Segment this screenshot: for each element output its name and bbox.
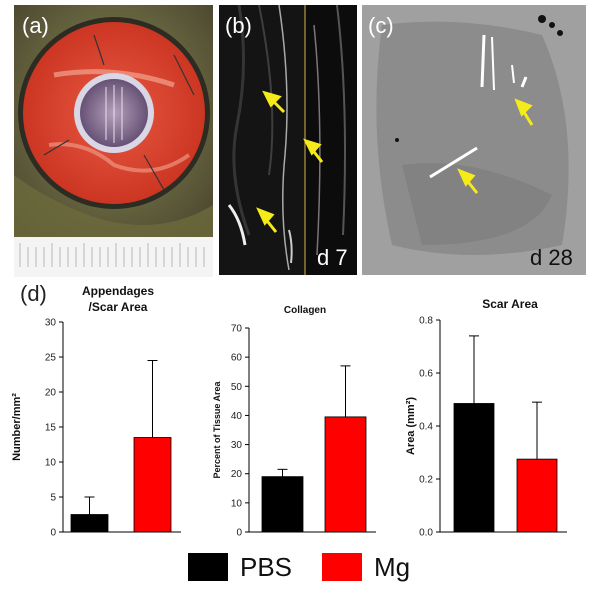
- bar-mg: [324, 416, 367, 533]
- legend-pbs: PBS: [188, 552, 292, 582]
- legend-mg-label: Mg: [374, 551, 411, 582]
- legend-mg-swatch: [322, 553, 362, 581]
- y-tick-label: 15: [45, 423, 57, 434]
- legend-mg: Mg: [322, 552, 410, 582]
- bar-pbs: [453, 403, 495, 533]
- y-tick-label: 10: [45, 458, 57, 469]
- panel-b-ct: (b) d 7: [219, 5, 357, 275]
- chart-scar-area: Scar Area Area (mm²) 0.0 0.2 0.4 0.6 0.8: [405, 297, 567, 539]
- chart-title-line: Collagen: [284, 305, 326, 316]
- chart-title-line: /Scar Area: [89, 300, 148, 314]
- y-tick-label: 0.6: [419, 369, 433, 380]
- panel-b-label: (b): [225, 13, 252, 38]
- panel-a-label: (a): [22, 13, 49, 38]
- y-axis-label: Percent of Tissue Area: [212, 380, 222, 478]
- panel-a-photo: (a): [14, 5, 213, 277]
- y-tick-label: 0.0: [419, 528, 433, 539]
- panel-c-day: d 28: [530, 245, 573, 270]
- chart-appendages: Appendages/Scar Area Number/mm² 0 5 10 15 20 25…: [11, 284, 181, 539]
- bar-pbs: [70, 514, 109, 533]
- y-tick-label: 30: [231, 440, 243, 451]
- wound-photo-illustration: [14, 5, 213, 277]
- ct-image-d7: [219, 5, 357, 275]
- y-tick-label: 5: [50, 493, 56, 504]
- legend-pbs-label: PBS: [240, 551, 293, 582]
- y-axis-label: Number/mm²: [11, 393, 23, 461]
- panel-b-day: d 7: [317, 245, 348, 270]
- y-tick-label: 0.4: [419, 422, 433, 433]
- y-tick-label: 20: [45, 388, 57, 399]
- y-tick-label: 0.2: [419, 475, 433, 486]
- y-tick-label: 70: [231, 324, 243, 335]
- bar-pbs: [261, 476, 304, 533]
- bar-mg: [133, 437, 172, 533]
- chart-title-line: Scar Area: [482, 297, 538, 311]
- y-tick-label: 20: [231, 469, 243, 480]
- y-tick-label: 40: [231, 411, 243, 422]
- legend-pbs-swatch: [188, 553, 228, 581]
- y-tick-label: 30: [45, 318, 57, 329]
- y-tick-label: 50: [231, 382, 243, 393]
- y-tick-label: 10: [231, 498, 243, 509]
- chart-collagen: Collagen Percent of Tissue Area 0 10 20 30 40 5…: [212, 305, 376, 539]
- y-tick-label: 0: [236, 528, 242, 539]
- panel-c-label: (c): [368, 13, 394, 38]
- y-tick-label: 0.8: [419, 316, 433, 327]
- panel-d-label: (d): [20, 281, 47, 306]
- chart-title-line: Appendages: [82, 284, 154, 298]
- bar-mg: [516, 458, 558, 533]
- y-tick-label: 25: [45, 353, 57, 364]
- histology-image-d28: [362, 5, 586, 275]
- y-tick-label: 0: [50, 528, 56, 539]
- panel-c-histology: (c) d 28: [362, 5, 586, 275]
- y-tick-label: 60: [231, 353, 243, 364]
- y-axis-label: Area (mm²): [405, 397, 417, 455]
